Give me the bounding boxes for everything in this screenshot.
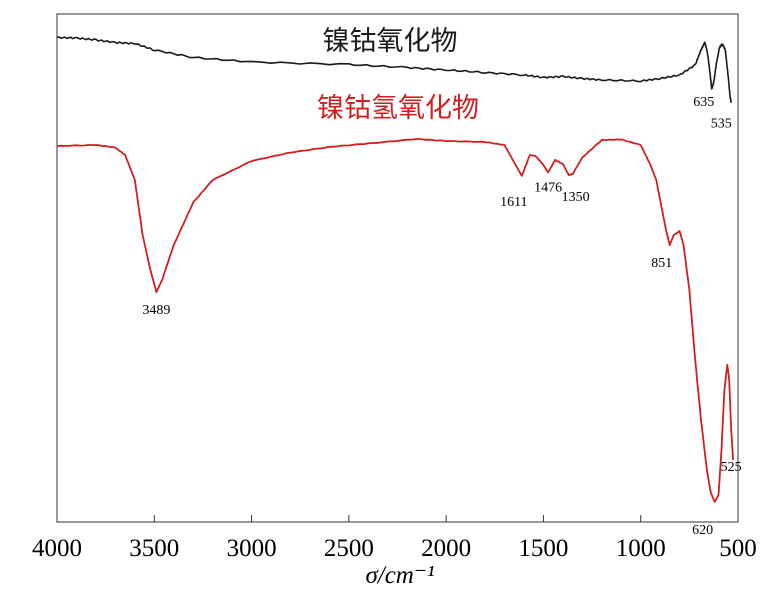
series-line-1 [56,36,732,103]
x-tick-label: 2500 [324,535,374,562]
x-tick-label: 2000 [421,535,471,562]
x-axis-label: σ/cm⁻¹ [365,562,434,589]
peak-label: 1611 [500,195,527,210]
peak-label: 620 [692,523,713,538]
peak-label: 535 [711,117,732,132]
x-tick-label: 3000 [227,535,277,562]
peak-label: 525 [721,460,742,475]
x-tick-label: 3500 [129,535,179,562]
series-line-2 [56,138,734,503]
series-label-oxide: 镍钴氧化物 [323,26,458,57]
peak-label: 1350 [562,190,590,205]
series-layer [56,36,734,503]
peak-label: 3489 [142,303,170,318]
peak-label: 635 [693,95,714,110]
x-axis-ticks: 4000 3500 3000 2500 2000 1500 1000 500 [32,515,757,562]
peak-label: 851 [651,256,672,271]
x-tick-label: 1000 [616,535,666,562]
plot-frame [56,13,739,523]
x-tick-label: 4000 [32,535,82,562]
peak-label: 1476 [534,181,562,196]
series-label-hydroxide: 镍钴氢氧化物 [317,93,479,124]
x-tick-label: 1500 [518,535,568,562]
x-tick-label: 500 [719,535,757,562]
